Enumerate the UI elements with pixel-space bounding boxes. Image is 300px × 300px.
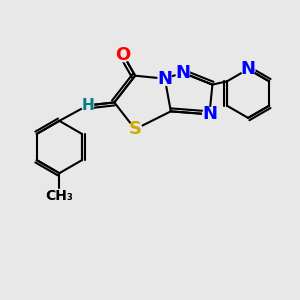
- Text: N: N: [175, 64, 190, 82]
- Circle shape: [176, 66, 190, 80]
- Text: N: N: [158, 70, 172, 88]
- Circle shape: [158, 72, 172, 86]
- Text: N: N: [241, 60, 256, 78]
- Text: S: S: [129, 120, 142, 138]
- Text: H: H: [81, 98, 94, 113]
- Text: CH₃: CH₃: [45, 189, 73, 203]
- Circle shape: [241, 62, 255, 76]
- Circle shape: [82, 100, 94, 111]
- Circle shape: [128, 122, 142, 136]
- Circle shape: [202, 107, 216, 121]
- Text: N: N: [202, 105, 217, 123]
- Circle shape: [116, 48, 130, 62]
- Text: O: O: [116, 46, 131, 64]
